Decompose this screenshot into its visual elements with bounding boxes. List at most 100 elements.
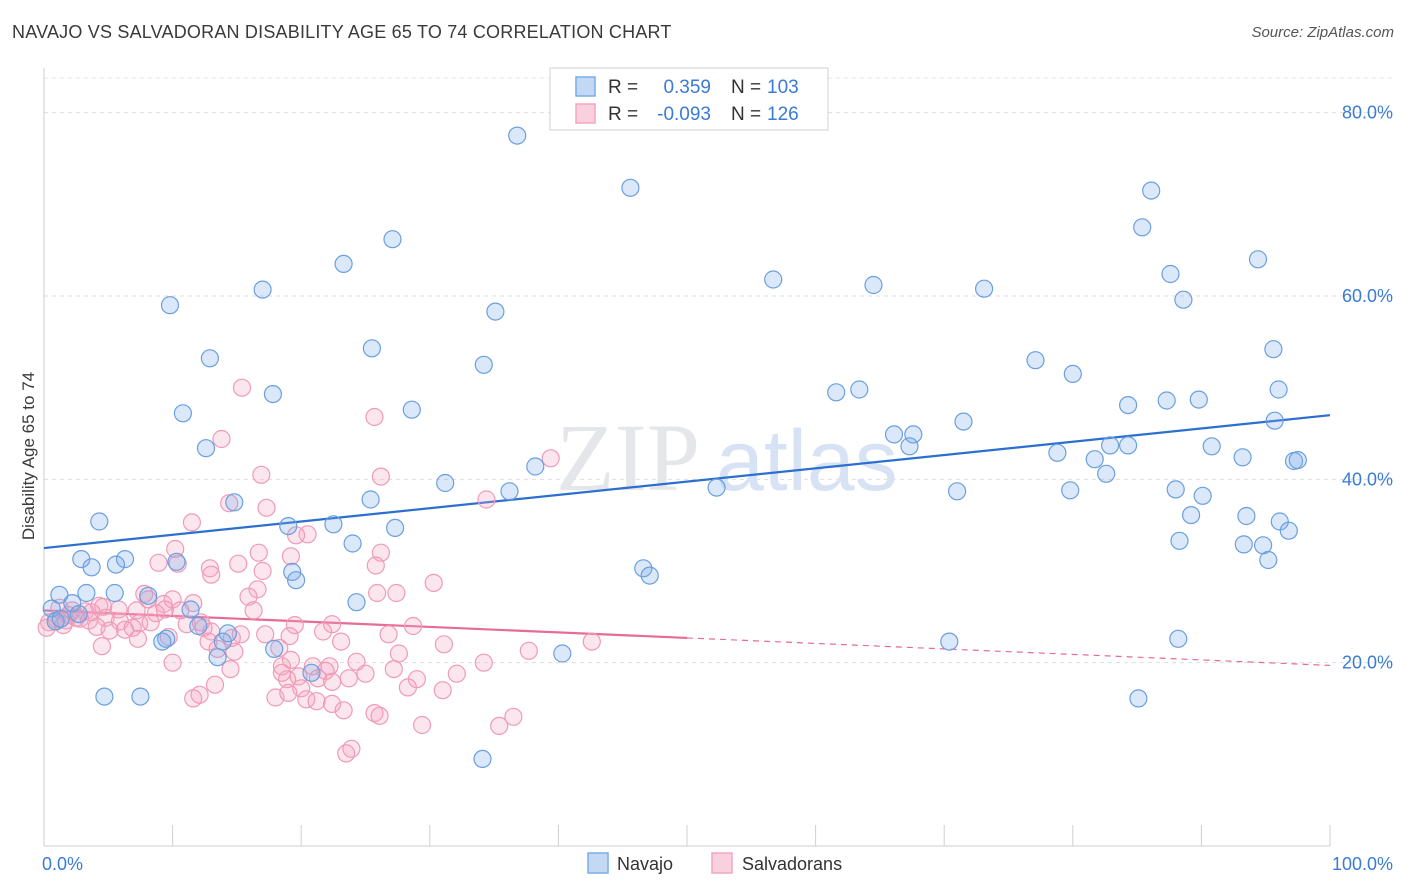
salvadoran-point	[504, 707, 523, 726]
salvadoran-point	[280, 626, 299, 646]
salvadoran-point	[221, 659, 240, 679]
data-points	[37, 126, 1307, 769]
navajo-point	[90, 512, 109, 531]
legend-salvadorans-swatch	[711, 852, 733, 874]
salvadoran-point	[232, 378, 252, 397]
axes	[43, 68, 1331, 847]
salvadoran-point	[100, 621, 119, 640]
stats-legend-box	[549, 67, 829, 131]
salvadoran-point	[366, 556, 385, 575]
chart-title: NAVAJO VS SALVADORAN DISABILITY AGE 65 T…	[12, 22, 672, 42]
navajo-point	[50, 585, 69, 604]
navajo-point	[486, 302, 505, 321]
navajo-point	[347, 593, 366, 612]
salvadorans-n-value: 126	[767, 104, 799, 125]
navajo-point	[1063, 364, 1082, 383]
navajo-point	[526, 457, 545, 476]
salvadoran-point	[307, 692, 326, 711]
navajo-point	[1233, 448, 1252, 467]
navajo-point	[1061, 481, 1080, 500]
navajo-point	[334, 254, 353, 273]
salvadoran-point	[356, 664, 375, 683]
legend-salvadorans-label: Salvadorans	[742, 854, 842, 874]
navajo-point	[1100, 436, 1120, 455]
salvadoran-point	[323, 672, 342, 692]
x-tick-label-min: 0.0%	[42, 854, 83, 874]
navajo-point	[362, 339, 381, 358]
navajo-point	[764, 270, 783, 289]
navajo-point	[167, 552, 186, 571]
navajo-point	[954, 412, 973, 431]
navajo-point	[189, 616, 208, 636]
salvadoran-point	[205, 675, 225, 694]
salvadoran-point	[334, 701, 353, 720]
y-tick-label-40: 40.0%	[1342, 469, 1393, 489]
navajo-point	[46, 612, 65, 631]
navajo-point	[131, 687, 150, 706]
salvadoran-point	[281, 650, 300, 670]
navajo-point	[173, 404, 192, 423]
navajo-point	[850, 380, 869, 399]
navajo-point	[1048, 443, 1067, 462]
salvadoran-point	[256, 625, 275, 644]
navajo-point	[884, 425, 904, 444]
salvadoran-point	[128, 629, 147, 648]
navajo-point	[324, 515, 343, 534]
salvadoran-point	[225, 642, 244, 661]
navajo-point	[265, 639, 284, 659]
salvadoran-point	[285, 615, 304, 635]
salvadoran-point	[279, 683, 298, 703]
x-tick-label-max: 100.0%	[1332, 854, 1393, 874]
watermark-atlas: atlas	[716, 413, 898, 509]
salvadoran-point	[368, 583, 387, 603]
salvadorans-n-label: N =	[731, 104, 761, 125]
navajo-point	[287, 571, 306, 590]
navajo-r-label: R =	[608, 77, 638, 98]
salvadoran-point	[249, 543, 268, 562]
navajo-point	[160, 296, 180, 315]
bottom-legend: Navajo Salvadorans	[587, 852, 842, 874]
navajo-point	[208, 648, 227, 667]
salvadoran-point	[379, 625, 398, 644]
legend-navajo-label: Navajo	[617, 854, 673, 874]
salvadoran-point	[272, 663, 291, 682]
salvadoran-point	[94, 597, 113, 616]
navajo-point	[1202, 437, 1221, 456]
salvadoran-point	[316, 661, 335, 681]
navajo-point	[95, 687, 114, 706]
salvadoran-point	[182, 513, 201, 532]
navajo-point	[1269, 380, 1288, 399]
salvadoran-point	[490, 716, 509, 736]
legend-navajo-swatch	[587, 852, 609, 874]
salvadoran-point	[477, 490, 496, 509]
navajo-point	[1259, 550, 1278, 570]
navajo-point	[225, 493, 244, 512]
navajo-point	[1265, 411, 1284, 430]
navajo-point	[553, 644, 572, 663]
salvadoran-point	[252, 465, 271, 484]
salvadoran-point	[424, 573, 443, 593]
navajo-point	[51, 609, 70, 628]
trend-lines	[43, 414, 1331, 667]
navajo-point	[947, 482, 967, 501]
navajo-point	[474, 355, 493, 374]
salvadoran-point	[314, 622, 333, 641]
navajo-point	[500, 482, 519, 501]
navajo-n-label: N =	[731, 77, 761, 98]
navajo-point	[253, 280, 272, 299]
navajo-point	[621, 178, 640, 197]
salvadoran-point	[202, 565, 221, 584]
salvadoran-point	[253, 561, 272, 581]
watermark-zip: ZIP	[556, 404, 700, 511]
navajo-point	[1097, 464, 1116, 483]
navajo-point	[402, 400, 421, 419]
navajo-point	[82, 558, 101, 577]
y-tick-labels: 20.0% 40.0% 60.0% 80.0%	[1342, 103, 1393, 673]
navajo-point	[640, 566, 659, 585]
navajo-point	[1166, 480, 1185, 499]
navajo-point	[1193, 486, 1212, 505]
salvadoran-point	[342, 739, 361, 758]
stats-legend: R = 0.359 N = 103 R = -0.093 N = 126	[549, 67, 829, 131]
salvadoran-point	[365, 407, 384, 427]
navajo-point	[105, 583, 124, 603]
